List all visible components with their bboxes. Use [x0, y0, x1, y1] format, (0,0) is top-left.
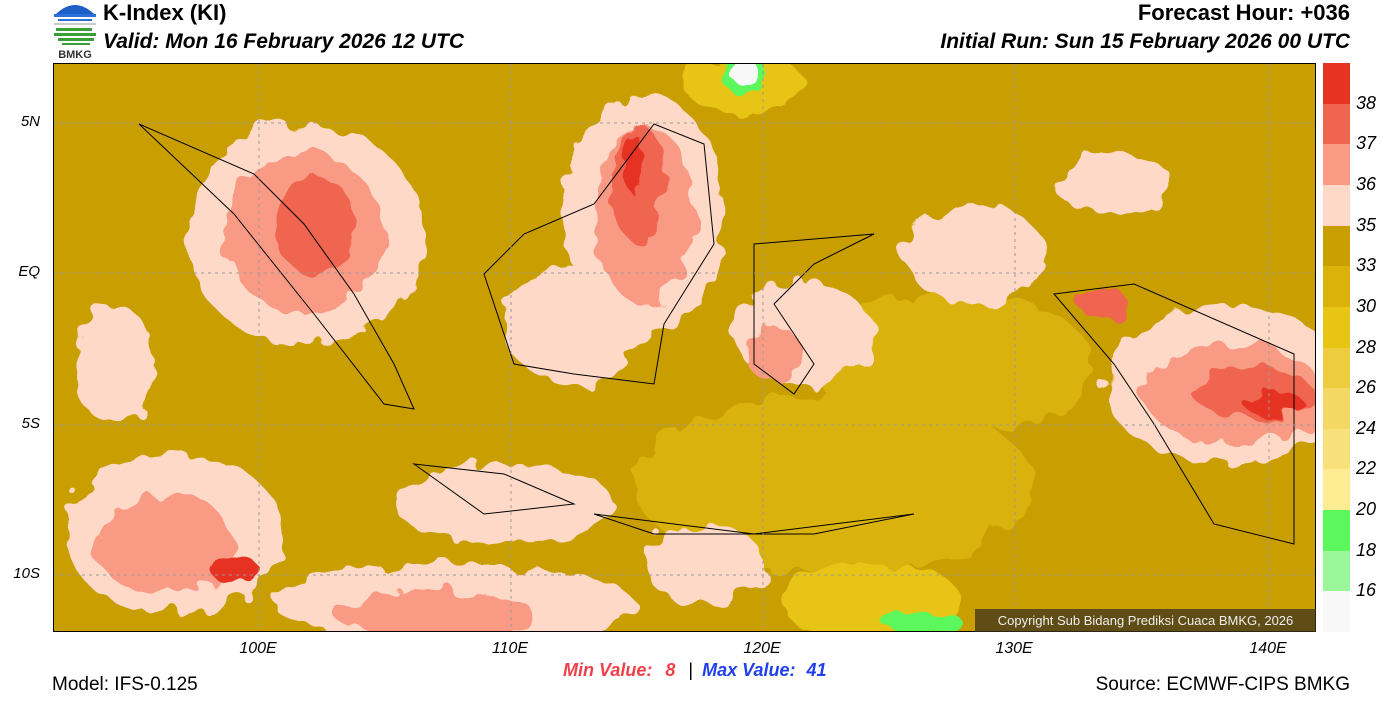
valid-time: Valid: Mon 16 February 2026 12 UTC	[103, 30, 465, 53]
colorbar-label: 16	[1356, 580, 1377, 601]
min-label: Min Value:	[563, 660, 653, 680]
colorbar-label: 36	[1356, 173, 1377, 194]
colorbar-band	[1323, 306, 1350, 348]
lat-label-5n: 5N	[20, 113, 40, 130]
svg-text:BMKG: BMKG	[58, 49, 92, 61]
separator: |	[688, 660, 694, 680]
min-value: 8	[665, 660, 676, 680]
copyright-notice: Copyright Sub Bidang Prediksi Cuaca BMKG…	[975, 609, 1316, 632]
colorbar-label: 22	[1356, 458, 1377, 479]
initial-run: Initial Run: Sun 15 February 2026 00 UTC	[940, 30, 1350, 53]
colorbar-band	[1323, 225, 1350, 267]
colorbar-label: 35	[1356, 214, 1377, 235]
colorbar-band	[1323, 266, 1350, 308]
colorbar-label: 28	[1356, 336, 1377, 357]
colorbar-band	[1323, 184, 1350, 227]
lon-label-110e: 110E	[491, 640, 529, 657]
colorbar-label: 37	[1356, 133, 1377, 154]
lon-label-130e: 130E	[995, 640, 1033, 657]
colorbar-band	[1323, 469, 1350, 511]
colorbar-band	[1323, 388, 1350, 430]
bmkg-logo: BMKG	[50, 0, 100, 62]
colorbar-band	[1323, 428, 1350, 470]
max-label: Max Value:	[702, 660, 796, 680]
colorbar-label: 24	[1356, 417, 1377, 438]
lat-label-10s: 10S	[13, 565, 40, 582]
colorbar-label: 20	[1356, 499, 1377, 520]
max-value: 41	[806, 660, 827, 680]
colorbar-band	[1323, 591, 1350, 633]
data-source: Source: ECMWF-CIPS BMKG	[1095, 674, 1350, 695]
lon-label-120e: 120E	[743, 640, 781, 657]
colorbar-band	[1323, 144, 1350, 186]
colorbar-label: 38	[1356, 92, 1377, 113]
lon-label-100e: 100E	[239, 640, 277, 657]
colorbar-label: 18	[1356, 539, 1377, 560]
product-title: K-Index (KI)	[103, 0, 227, 25]
colorbar-band	[1323, 550, 1350, 592]
min-max-values: Min Value: 8 | Max Value: 41	[563, 660, 827, 681]
k-index-map	[53, 54, 1344, 644]
colorbar-label: 30	[1356, 295, 1377, 316]
colorbar-band	[1323, 103, 1350, 145]
model-name: Model: IFS-0.125	[52, 674, 198, 695]
forecast-hour: Forecast Hour: +036	[1137, 0, 1350, 25]
colorbar-label: 33	[1356, 255, 1377, 276]
lat-label-eq: EQ	[18, 263, 40, 280]
lon-label-140e: 140E	[1249, 640, 1287, 657]
colorbar-band	[1323, 347, 1350, 389]
colorbar-label: 26	[1356, 377, 1377, 398]
colorbar-band	[1323, 510, 1350, 552]
colorbar	[1323, 63, 1350, 633]
colorbar-band	[1323, 63, 1350, 105]
lat-label-5s: 5S	[21, 415, 40, 432]
